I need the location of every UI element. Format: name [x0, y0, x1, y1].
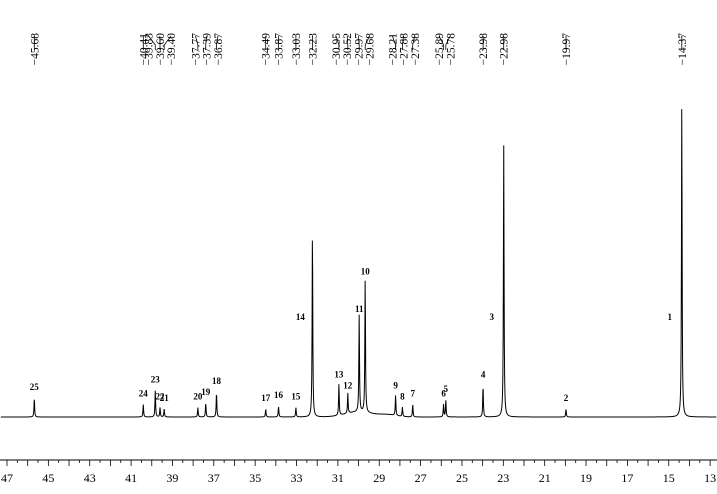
- shift-connector: [412, 35, 416, 50]
- shift-connector: [216, 35, 219, 50]
- x-tick-label: 21: [539, 471, 551, 485]
- x-tick-label: 33: [291, 471, 303, 485]
- peak-number-16: 16: [274, 390, 284, 400]
- shift-connector: [163, 35, 172, 50]
- peak-number-9: 9: [393, 381, 398, 391]
- x-tick-label: 37: [208, 471, 220, 485]
- x-tick-label: 35: [249, 471, 261, 485]
- peak-number-15: 15: [291, 392, 301, 402]
- peak-number-4: 4: [481, 370, 486, 380]
- shift-connector: [392, 35, 396, 50]
- shift-connector: [445, 35, 451, 50]
- shift-label: −23.98: [478, 33, 490, 66]
- shift-connector: [438, 35, 444, 50]
- peak-number-19: 19: [201, 387, 211, 397]
- shift-label: −37.39: [202, 33, 214, 66]
- peak-number-layer: 1234567891011121314151617181920212223242…: [30, 266, 673, 403]
- shift-connector: [205, 35, 208, 50]
- shift-label: −27.38: [410, 33, 422, 66]
- shift-label: −34.49: [261, 33, 273, 66]
- x-tick-label: 39: [166, 471, 178, 485]
- shift-connector-layer: [33, 35, 683, 50]
- peak-number-2: 2: [564, 393, 569, 403]
- peak-number-21: 21: [160, 393, 170, 403]
- x-tick-label: 31: [332, 471, 344, 485]
- shift-label-layer: −45.68 −40.41−39.83 −39.60 −39.40 −37.77 −37.…: [29, 33, 689, 66]
- shift-label: −25.78: [445, 33, 457, 66]
- peak-number-12: 12: [343, 381, 353, 391]
- peak-number-6: 6: [441, 389, 446, 399]
- x-tick-label: 13: [704, 471, 716, 485]
- x-tick-label: 25: [456, 471, 468, 485]
- shift-label: −39.40: [166, 33, 178, 66]
- peak-number-17: 17: [261, 393, 271, 403]
- shift-connector: [335, 35, 340, 50]
- shift-label: −19.97: [561, 33, 573, 66]
- shift-connector: [364, 35, 370, 50]
- shift-label: −14.37: [677, 33, 689, 66]
- shift-label: −37.77: [191, 33, 203, 66]
- shift-label: −22.98: [499, 33, 511, 66]
- shift-label: −25.89: [434, 33, 446, 66]
- shift-label: −28.21: [387, 33, 399, 66]
- peak-number-18: 18: [212, 376, 222, 386]
- shift-label: −30.95: [331, 33, 343, 66]
- x-tick-label: 19: [580, 471, 592, 485]
- shift-connector: [358, 35, 360, 50]
- peak-number-1: 1: [668, 312, 673, 322]
- shift-connector: [148, 35, 156, 50]
- peak-number-20: 20: [193, 392, 203, 402]
- peak-number-24: 24: [139, 389, 149, 399]
- shift-label: −36.87: [213, 33, 225, 66]
- x-tick-label: 41: [125, 471, 137, 485]
- shift-connector: [195, 35, 199, 50]
- x-tick-label: 43: [84, 471, 96, 485]
- peak-number-3: 3: [489, 312, 494, 322]
- peak-number-11: 11: [355, 304, 364, 314]
- shift-label: −33.03: [291, 33, 303, 66]
- shift-label: −40.41: [138, 33, 150, 66]
- peak-number-14: 14: [296, 312, 306, 322]
- peak-number-10: 10: [361, 266, 371, 276]
- x-tick-label: 47: [1, 471, 13, 485]
- shift-label: −29.68: [365, 33, 377, 66]
- shift-label: −45.68: [29, 33, 41, 66]
- peak-number-13: 13: [334, 370, 344, 380]
- peak-number-23: 23: [151, 374, 161, 384]
- shift-label: −33.87: [274, 33, 286, 66]
- shift-label: −27.88: [399, 33, 411, 66]
- peak-number-7: 7: [410, 389, 415, 399]
- x-tick-label: 15: [663, 471, 675, 485]
- x-tick-label: 45: [42, 471, 54, 485]
- peak-number-8: 8: [400, 392, 405, 402]
- shift-label: −39.60: [155, 33, 167, 66]
- shift-connector: [402, 35, 404, 50]
- shift-label: −32.23: [307, 33, 319, 66]
- shift-label: −30.52: [342, 33, 354, 66]
- x-tick-label: 27: [415, 471, 427, 485]
- peak-number-5: 5: [444, 384, 449, 394]
- peak-number-25: 25: [30, 382, 40, 392]
- spectrum-trace: [0, 109, 717, 418]
- shift-connector: [346, 35, 349, 50]
- x-tick-label: 23: [497, 471, 509, 485]
- x-tick-label: 17: [621, 471, 633, 485]
- peak-number-22: 22: [156, 392, 166, 402]
- x-tick-label: 29: [373, 471, 385, 485]
- x-axis-ticks: 47 45 43 41 39 37 35 33 31 29 27 25 23 21 19 17 15 13: [1, 460, 716, 485]
